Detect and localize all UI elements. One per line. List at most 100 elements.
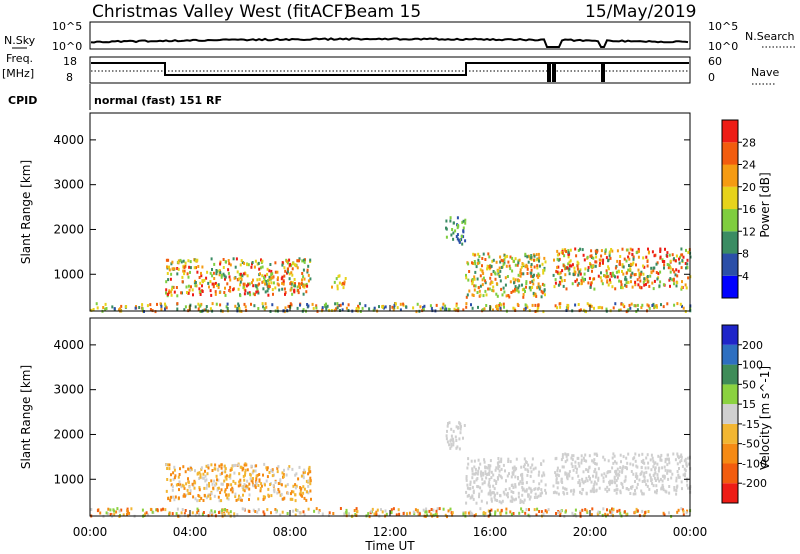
heatmap-cell: [482, 473, 485, 477]
heatmap-cell: [533, 265, 536, 269]
heatmap-cell: [686, 262, 689, 266]
heatmap-cell: [287, 267, 289, 271]
heatmap-cell: [271, 303, 274, 307]
heatmap-cell: [262, 287, 265, 291]
colorbar-tick-label: -50: [742, 438, 760, 451]
heatmap-cell: [448, 421, 451, 425]
heatmap-cell: [649, 476, 652, 480]
heatmap-cell: [580, 281, 583, 285]
heatmap-cell: [523, 457, 526, 461]
heatmap-cell: [640, 489, 643, 493]
heatmap-cell: [205, 464, 208, 468]
heatmap-cell: [342, 286, 345, 290]
heatmap-cell: [684, 262, 687, 265]
heatmap-cell: [174, 474, 177, 478]
heatmap-cell: [609, 280, 612, 284]
heatmap-cell: [416, 302, 419, 306]
heatmap-cell: [194, 281, 197, 284]
heatmap-cell: [296, 306, 299, 310]
heatmap-cell: [659, 280, 662, 284]
heatmap-cell: [478, 495, 480, 499]
heatmap-cell: [512, 469, 515, 473]
heatmap-cell: [218, 499, 221, 503]
heatmap-cell: [288, 277, 291, 281]
heatmap-cell: [170, 495, 172, 499]
heatmap-cell: [187, 291, 190, 295]
heatmap-cell: [219, 473, 222, 476]
heatmap-cell: [248, 487, 251, 491]
heatmap-cell: [471, 293, 474, 297]
heatmap-cell: [593, 480, 596, 484]
heatmap-cell: [272, 281, 275, 285]
heatmap-cell: [223, 291, 226, 294]
heatmap-cell: [588, 466, 591, 470]
heatmap-cell: [289, 302, 292, 306]
heatmap-cell: [261, 259, 264, 263]
heatmap-cell: [536, 264, 539, 268]
heatmap-cell: [452, 429, 455, 433]
heatmap-cell: [642, 280, 645, 284]
heatmap-cell: [282, 282, 285, 286]
heatmap-cell: [224, 293, 227, 297]
heatmap-cell: [571, 511, 574, 515]
heatmap-cell: [370, 509, 373, 513]
heatmap-cell: [193, 479, 196, 483]
heatmap-cell: [198, 499, 201, 502]
heatmap-cell: [255, 482, 257, 486]
heatmap-cell: [252, 284, 255, 288]
heatmap-cell: [201, 284, 203, 288]
heatmap-cell: [568, 470, 571, 474]
heatmap-cell: [495, 482, 498, 485]
heatmap-cell: [473, 459, 476, 463]
heatmap-cell: [226, 282, 229, 286]
heatmap-cell: [205, 496, 208, 500]
heatmap-cell: [608, 480, 611, 484]
heatmap-cell: [199, 290, 202, 293]
heatmap-cell: [464, 218, 467, 222]
heatmap-cell: [616, 509, 619, 513]
heatmap-cell: [282, 472, 285, 476]
heatmap-cell: [229, 476, 232, 480]
heatmap-cell: [211, 511, 214, 515]
heatmap-cell: [486, 473, 489, 476]
heatmap-cell: [234, 492, 237, 496]
heatmap-cell: [611, 481, 613, 485]
heatmap-cell: [600, 271, 602, 275]
heatmap-cell: [225, 477, 228, 481]
colorbar-swatch: [722, 142, 738, 165]
heatmap-cell: [214, 510, 216, 514]
heatmap-cell: [246, 468, 249, 472]
heatmap-cell: [612, 274, 615, 278]
heatmap-cell: [645, 255, 648, 259]
heatmap-cell: [477, 469, 480, 473]
heatmap-cell: [479, 486, 482, 490]
heatmap-cell: [312, 306, 315, 310]
heatmap-cell: [242, 286, 245, 290]
heatmap-cell: [627, 488, 630, 492]
heatmap-cell: [613, 454, 616, 458]
heatmap-cell: [572, 492, 575, 496]
heatmap-cell: [642, 458, 645, 462]
heatmap-cell: [481, 264, 483, 268]
heatmap-cell: [206, 472, 209, 476]
heatmap-cell: [449, 439, 452, 443]
heatmap-cell: [595, 471, 598, 475]
heatmap-cell: [338, 281, 341, 285]
heatmap-cell: [677, 475, 680, 479]
heatmap-cell: [484, 511, 487, 515]
heatmap-cell: [446, 424, 449, 428]
heatmap-cell: [171, 260, 174, 264]
heatmap-cell: [608, 250, 611, 254]
heatmap-cell: [467, 262, 470, 266]
heatmap-cell: [495, 282, 498, 286]
heatmap-cell: [652, 484, 655, 488]
heatmap-cell: [628, 303, 631, 307]
heatmap-cell: [472, 472, 475, 476]
heatmap-cell: [479, 284, 482, 288]
heatmap-cell: [233, 276, 236, 280]
heatmap-cell: [279, 480, 282, 484]
heatmap-cell: [481, 308, 484, 312]
heatmap-cell: [442, 507, 445, 511]
heatmap-cell: [522, 272, 525, 276]
heatmap-cell: [303, 285, 306, 289]
